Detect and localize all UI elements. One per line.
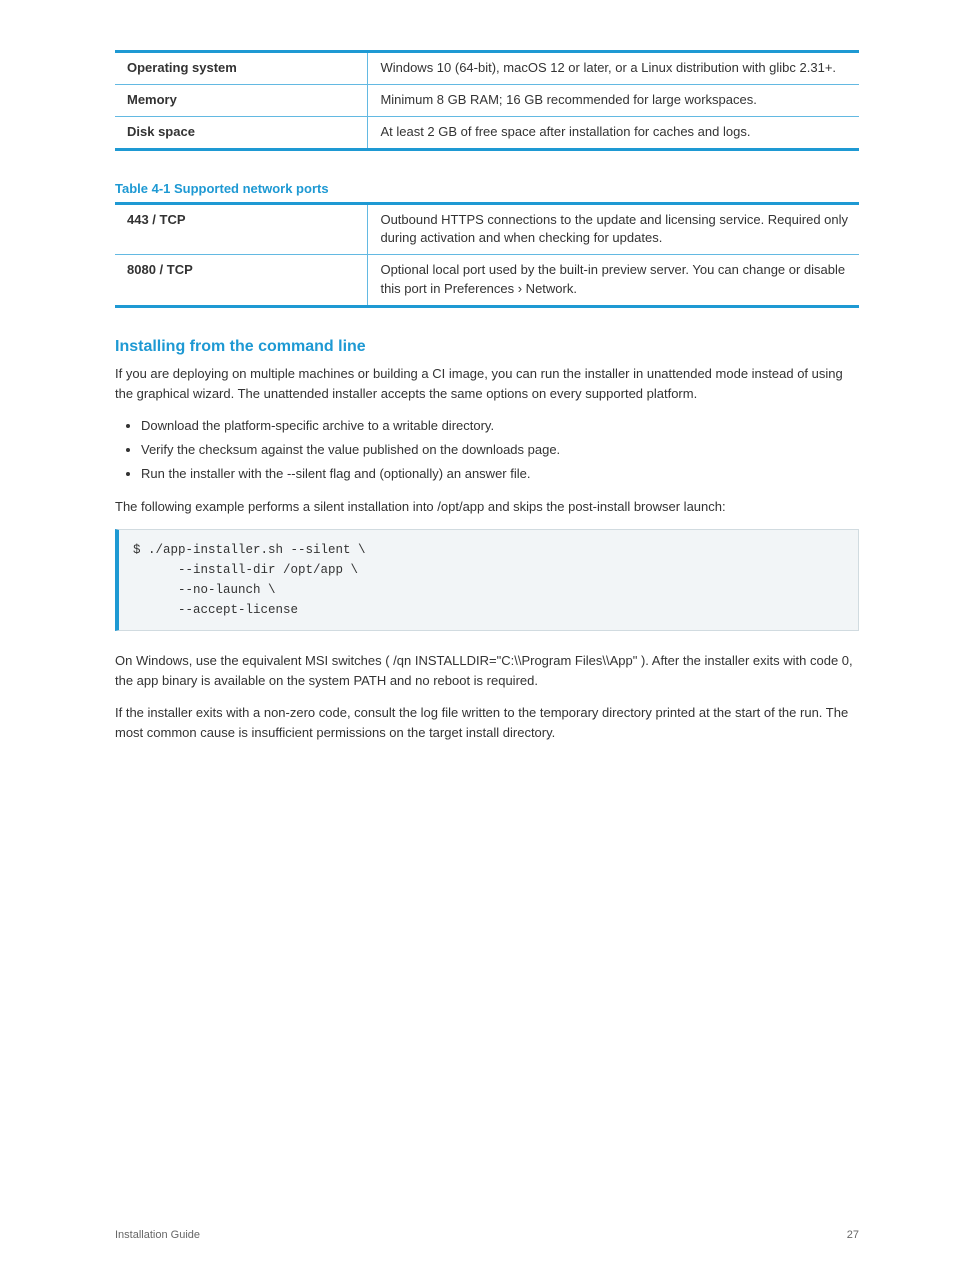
body-paragraph: The following example performs a silent … [115,497,859,517]
table-row: 8080 / TCP Optional local port used by t… [115,255,859,307]
table-caption: Table 4-1 Supported network ports [115,181,859,196]
table-row: 443 / TCP Outbound HTTPS connections to … [115,203,859,255]
code-sample-silent-install: $ ./app-installer.sh --silent \ --instal… [115,529,859,631]
system-requirements-table: Operating system Windows 10 (64-bit), ma… [115,50,859,151]
req-desc: At least 2 GB of free space after instal… [368,116,859,149]
port-item: 443 / TCP [115,203,368,255]
table-row: Operating system Windows 10 (64-bit), ma… [115,52,859,85]
install-steps-list: Download the platform-specific archive t… [115,416,859,484]
body-paragraph: If you are deploying on multiple machine… [115,364,859,404]
req-item: Disk space [115,116,368,149]
list-item: Run the installer with the --silent flag… [141,464,859,484]
ports-table: 443 / TCP Outbound HTTPS connections to … [115,202,859,308]
list-item: Verify the checksum against the value pu… [141,440,859,460]
port-item: 8080 / TCP [115,255,368,307]
page-footer: Installation Guide 27 [115,1229,859,1241]
port-desc: Optional local port used by the built-in… [368,255,859,307]
req-desc: Windows 10 (64-bit), macOS 12 or later, … [368,52,859,85]
port-desc: Outbound HTTPS connections to the update… [368,203,859,255]
req-item: Operating system [115,52,368,85]
table-row: Disk space At least 2 GB of free space a… [115,116,859,149]
footer-doc-title: Installation Guide [115,1229,200,1241]
req-item: Memory [115,84,368,116]
section-heading-install-cli: Installing from the command line [115,338,859,356]
list-item: Download the platform-specific archive t… [141,416,859,436]
footer-page-number: 27 [847,1229,859,1241]
body-paragraph: If the installer exits with a non-zero c… [115,703,859,743]
body-paragraph: On Windows, use the equivalent MSI switc… [115,651,859,691]
table-row: Memory Minimum 8 GB RAM; 16 GB recommend… [115,84,859,116]
req-desc: Minimum 8 GB RAM; 16 GB recommended for … [368,84,859,116]
